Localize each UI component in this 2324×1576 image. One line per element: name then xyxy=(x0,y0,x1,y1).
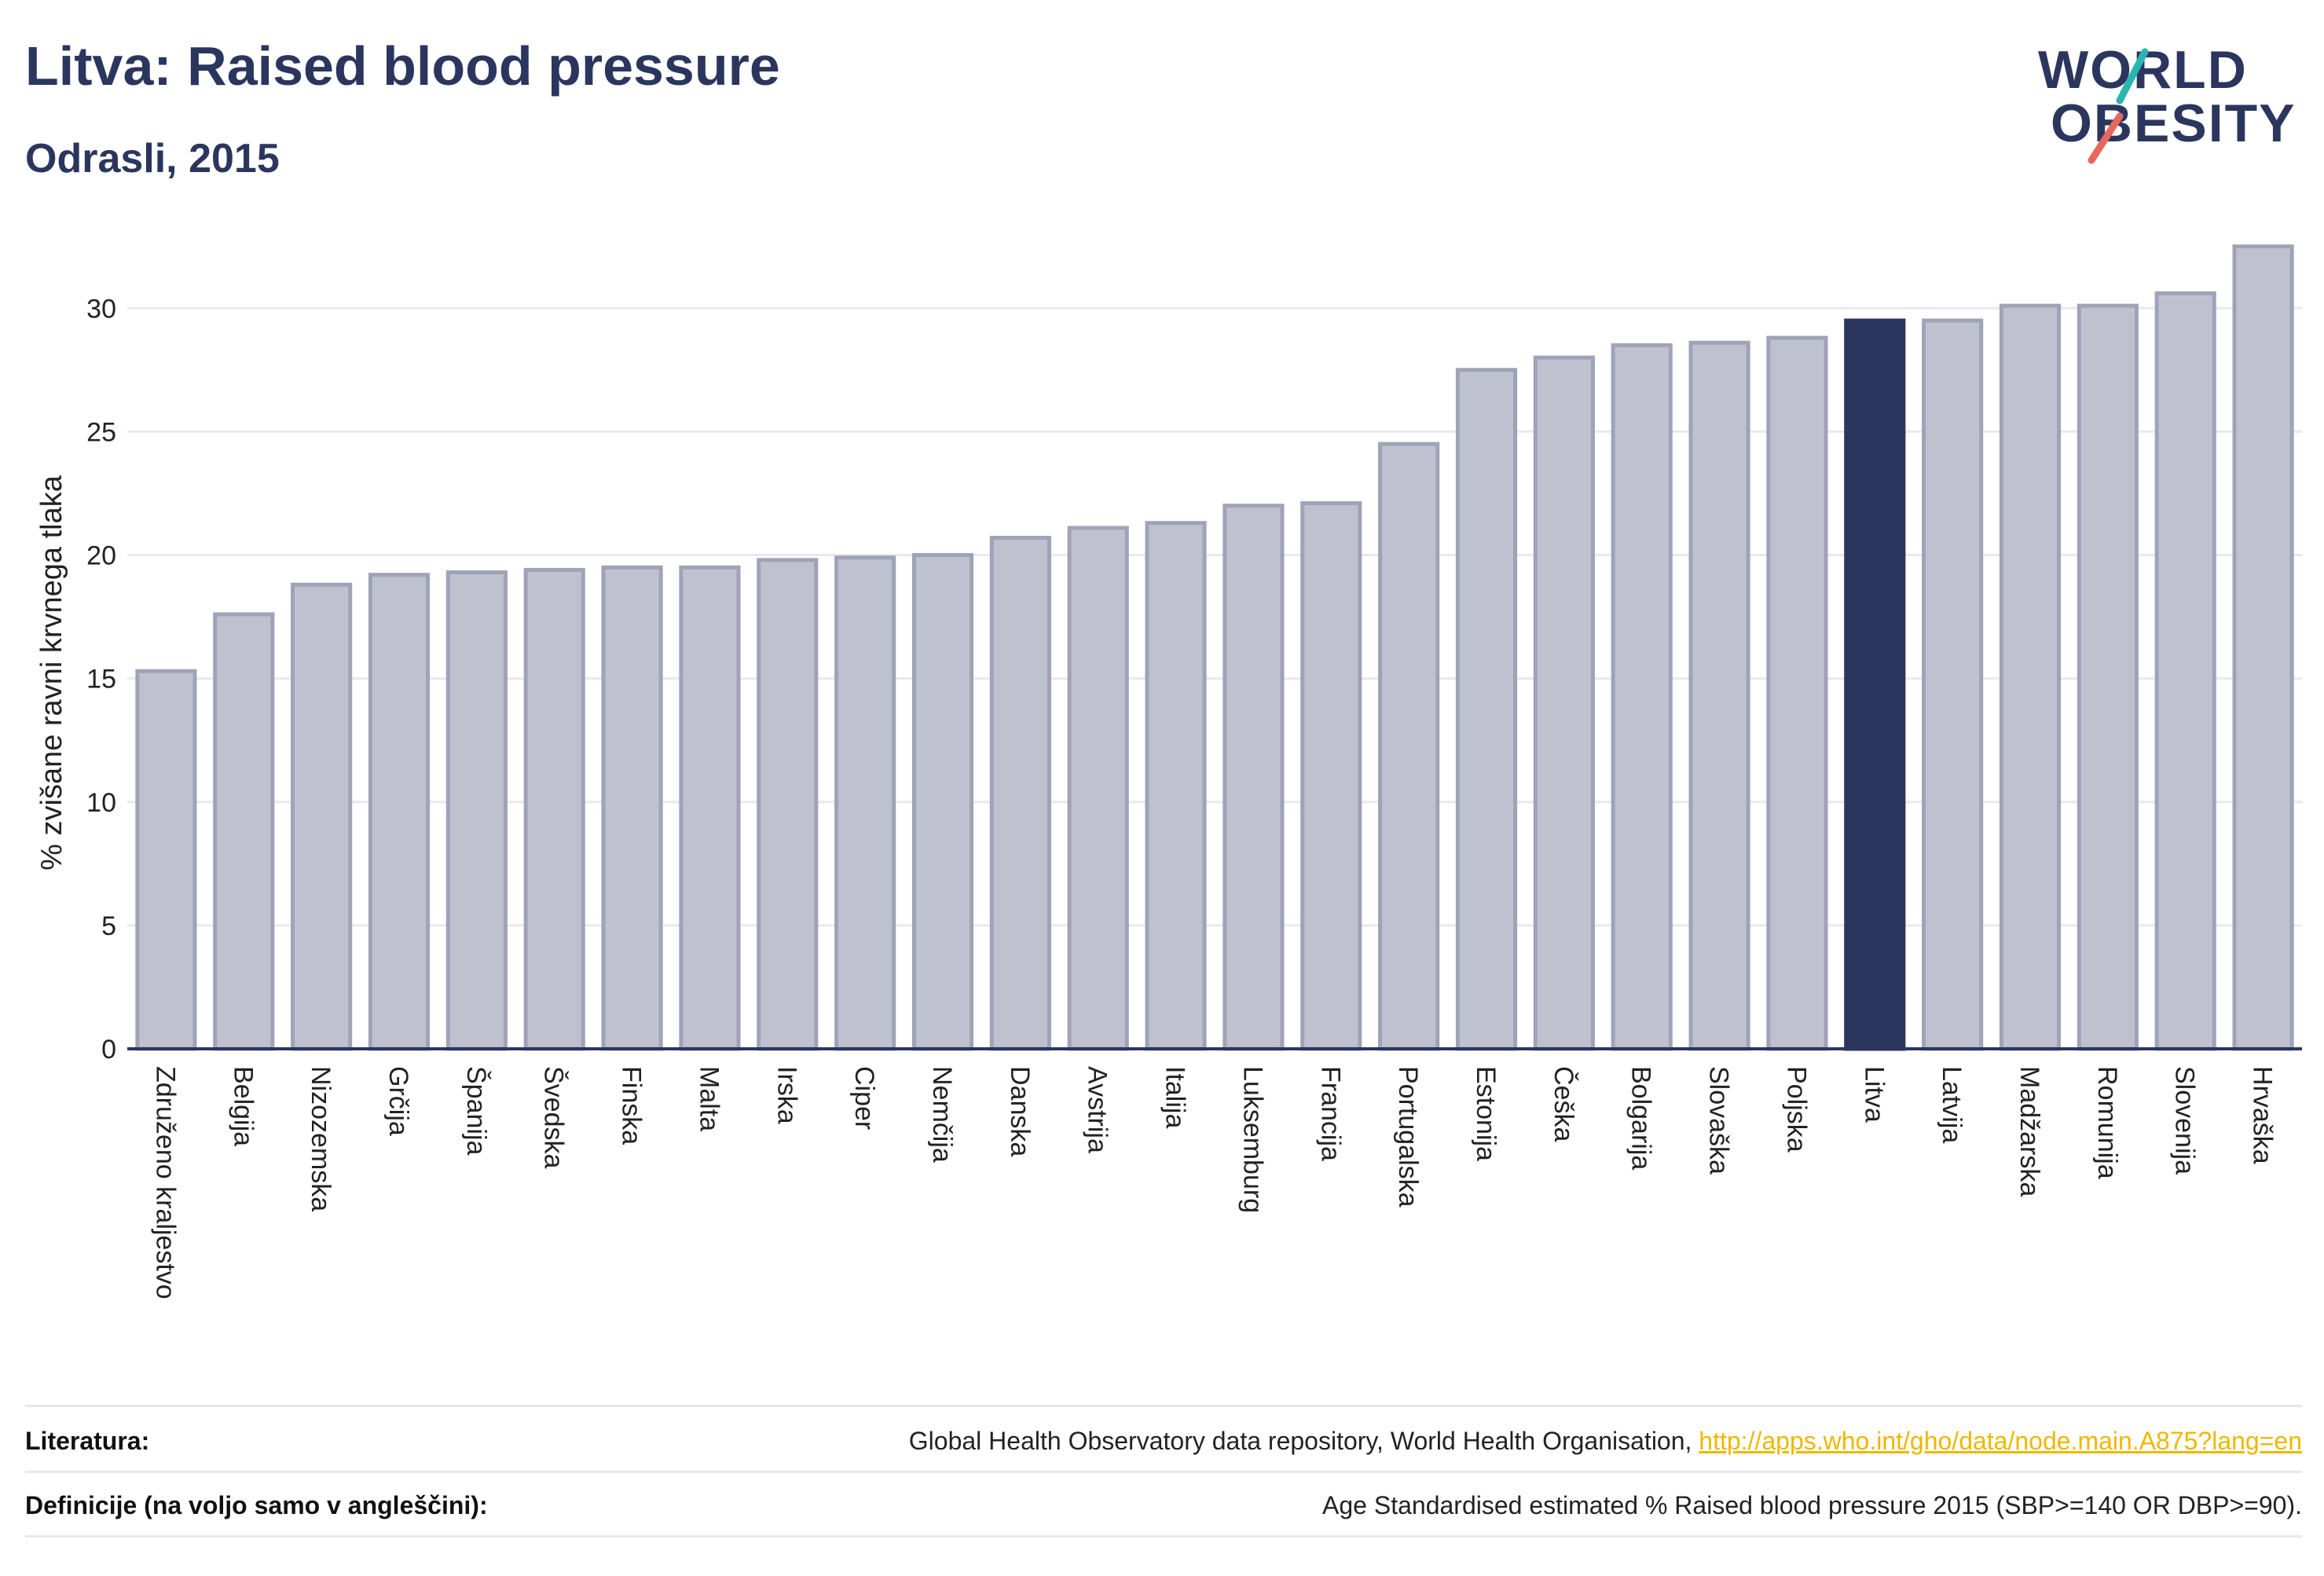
bar xyxy=(368,573,431,1051)
bar xyxy=(679,565,741,1051)
bar xyxy=(213,612,275,1051)
x-tick-label: Francija xyxy=(1315,1066,1345,1161)
bar xyxy=(911,553,974,1051)
y-tick-label: 25 xyxy=(86,417,116,447)
x-tick-label: Estonija xyxy=(1471,1066,1501,1161)
x-tick-label: Združeno kraljestvo xyxy=(150,1066,180,1299)
x-tick-label: Portugalska xyxy=(1393,1066,1423,1208)
x-tick-label: Hrvaška xyxy=(2248,1066,2278,1164)
x-tick-label: Belgija xyxy=(228,1066,258,1146)
y-tick-label: 30 xyxy=(86,294,116,324)
y-tick-label: 20 xyxy=(86,541,116,571)
x-tick-label: Ciper xyxy=(849,1066,879,1130)
page-subtitle: Odrasli, 2015 xyxy=(25,136,280,181)
x-tick-label: Slovenija xyxy=(2170,1066,2200,1175)
bar xyxy=(989,536,1051,1051)
x-tick-label: Danska xyxy=(1005,1066,1035,1156)
bar xyxy=(1067,526,1129,1051)
page-title: Litva: Raised blood pressure xyxy=(25,35,780,97)
x-tick-label: Avstrija xyxy=(1083,1066,1113,1153)
logo-line-2: OBESITY xyxy=(2051,93,2297,153)
bar xyxy=(2077,303,2139,1051)
footer-reference-row: Literatura: Global Health Observatory da… xyxy=(25,1409,2302,1472)
y-tick-label: 5 xyxy=(101,911,116,941)
x-tick-label: Luksemburg xyxy=(1237,1066,1267,1213)
x-tick-label: Nemčija xyxy=(927,1066,957,1163)
bar xyxy=(135,669,197,1051)
footer-definition-row: Definicije (na voljo samo v angleščini):… xyxy=(25,1474,2302,1537)
x-tick-label: Romunija xyxy=(2092,1066,2122,1179)
bar xyxy=(1533,355,1595,1051)
x-tick-label: Španija xyxy=(461,1066,491,1156)
x-tick-label: Slovaška xyxy=(1704,1066,1734,1175)
x-tick-label: Litva xyxy=(1859,1066,1889,1123)
x-tick-label: Madžarska xyxy=(2014,1066,2044,1197)
bar xyxy=(523,567,585,1051)
bar xyxy=(1999,303,2062,1051)
x-tick-label: Švedska xyxy=(539,1066,569,1168)
x-tick-label: Latvija xyxy=(1937,1066,1967,1143)
reference-label: Literatura: xyxy=(25,1426,150,1455)
y-axis-title: % zvišane ravni krvnega tlaka xyxy=(35,475,68,870)
bar xyxy=(1922,318,1984,1051)
footer-divider-top xyxy=(25,1405,2302,1407)
x-tick-label: Češka xyxy=(1549,1066,1578,1142)
y-tick-label: 10 xyxy=(86,788,116,818)
bar xyxy=(1611,343,1673,1051)
x-tick-label: Irska xyxy=(772,1066,801,1124)
footer-divider-mid xyxy=(25,1471,2302,1473)
x-tick-label: Italija xyxy=(1160,1066,1190,1128)
bar xyxy=(1688,340,1750,1051)
bar xyxy=(601,565,663,1051)
x-tick-label: Malta xyxy=(694,1066,724,1131)
definition-text: Age Standardised estimated % Raised bloo… xyxy=(1322,1490,2302,1519)
x-tick-label: Poljska xyxy=(1781,1066,1811,1153)
footer-divider-bottom xyxy=(25,1535,2302,1538)
x-tick-label: Bolgarija xyxy=(1626,1066,1656,1170)
bar xyxy=(1222,504,1285,1051)
logo-slash-icon xyxy=(2088,48,2149,164)
reference-text: Global Health Observatory data repositor… xyxy=(908,1426,1699,1455)
reference-link[interactable]: http://apps.who.int/gho/data/node.main.A… xyxy=(1699,1426,2302,1455)
x-tick-label: Grčija xyxy=(383,1066,413,1136)
bar xyxy=(1766,335,1828,1051)
y-tick-label: 0 xyxy=(101,1035,116,1065)
y-tick-label: 15 xyxy=(86,665,116,695)
bar xyxy=(1145,521,1207,1051)
bar xyxy=(2232,244,2294,1051)
x-tick-label: Nizozemska xyxy=(306,1066,335,1211)
reference-value: Global Health Observatory data repositor… xyxy=(909,1427,2302,1456)
bar-chart: 0 5 10 15 20 25 30 % zvišane ravni krvnega tlak… xyxy=(35,244,2302,1299)
bar xyxy=(1300,501,1362,1051)
bar xyxy=(757,558,819,1051)
bar xyxy=(291,582,353,1051)
bar xyxy=(1378,442,1440,1051)
bar xyxy=(2154,291,2216,1051)
definition-label: Definicije (na voljo samo v angleščini): xyxy=(25,1490,488,1519)
bar-highlight xyxy=(1844,318,1906,1051)
world-obesity-logo[interactable]: WORLD OBESITY xyxy=(2035,35,2302,168)
x-tick-label: Finska xyxy=(617,1066,647,1145)
bar xyxy=(445,570,508,1051)
bar xyxy=(834,555,896,1051)
bar xyxy=(1455,368,1518,1051)
